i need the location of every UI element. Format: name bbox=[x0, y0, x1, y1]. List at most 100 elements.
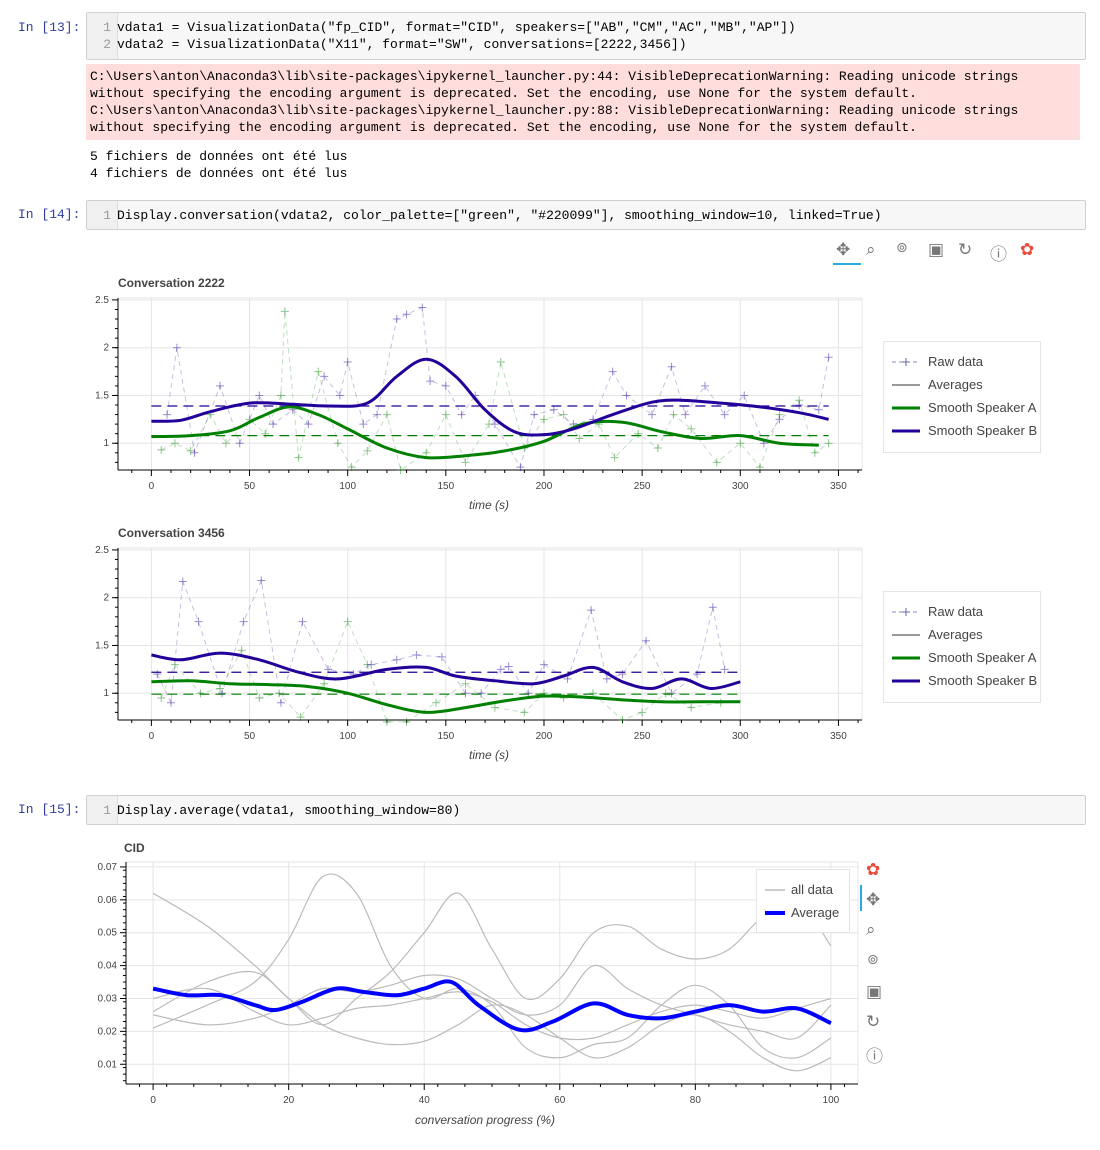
conversation-3456-chart[interactable]: 0 50 100 150 200 250 300 350 1 1.5 2 2.5 bbox=[86, 540, 876, 770]
raw-data-point bbox=[432, 698, 441, 707]
x-tick-label: 100 bbox=[339, 481, 356, 492]
pan-icon[interactable]: ✥ bbox=[866, 890, 881, 910]
save-icon[interactable]: ▣ bbox=[866, 982, 883, 1002]
raw-data-point bbox=[261, 429, 270, 438]
raw-data-point bbox=[363, 446, 372, 455]
raw-data-point bbox=[461, 689, 470, 698]
raw-data-point bbox=[196, 689, 205, 698]
code-cell-13[interactable]: 1 vdata1 = VisualizationData("fp_CID", fo… bbox=[86, 12, 1086, 60]
conversation-2222-chart[interactable]: 0 50 100 150 200 250 300 350 1 1.5 2 2.5 bbox=[86, 290, 876, 520]
x-tick-label: 250 bbox=[634, 731, 651, 742]
raw-data-point bbox=[255, 391, 264, 400]
raw-data-point bbox=[294, 453, 303, 462]
x-tick-label: 20 bbox=[283, 1095, 295, 1106]
cid-average-chart[interactable]: 0 20 40 60 80 100 0.01 0.02 0.03 0.04 0.05 0.06 0.07 bbox=[70, 850, 870, 1110]
x-tick-label: 200 bbox=[536, 481, 553, 492]
raw-data-point bbox=[314, 367, 323, 376]
raw-data-point bbox=[477, 689, 486, 698]
wheel-zoom-icon[interactable]: ⊚ bbox=[867, 952, 879, 968]
raw-data-point bbox=[575, 434, 584, 443]
raw-data-point bbox=[653, 444, 662, 453]
line-number: 1 bbox=[103, 208, 111, 223]
raw-data-point bbox=[418, 303, 427, 312]
raw-data-point bbox=[693, 670, 702, 679]
raw-data-point bbox=[296, 713, 305, 722]
x-axis-label: conversation progress (%) bbox=[415, 1113, 556, 1127]
raw-data-point bbox=[504, 662, 513, 671]
code-cell-14[interactable]: 1 Display.conversation(vdata2, color_pale… bbox=[86, 200, 1086, 230]
raw-data-point bbox=[457, 410, 466, 419]
raw-data-point bbox=[347, 463, 356, 472]
raw-data-point bbox=[437, 652, 446, 661]
raw-data-point bbox=[681, 410, 690, 419]
x-tick-label: 40 bbox=[419, 1095, 431, 1106]
reset-icon[interactable]: ↻ bbox=[866, 1012, 881, 1032]
raw-data-point bbox=[170, 439, 179, 448]
wheel-zoom-icon[interactable]: ⊚ bbox=[896, 240, 908, 256]
y-tick-label: 2 bbox=[103, 343, 109, 354]
raw-data-point bbox=[392, 315, 401, 324]
raw-data-point bbox=[559, 410, 568, 419]
raw-data-point bbox=[587, 606, 596, 615]
raw-data-point bbox=[530, 410, 539, 419]
raw-data-point bbox=[496, 358, 505, 367]
x-tick-label: 200 bbox=[536, 731, 553, 742]
plot-area bbox=[117, 547, 863, 721]
code-cell-15[interactable]: 1 Display.average(vdata1, smoothing_windo… bbox=[86, 795, 1086, 825]
code-line: Display.average(vdata1, smoothing_window… bbox=[117, 803, 461, 818]
raw-data-point bbox=[740, 391, 749, 400]
chart-legend: Raw data Averages Smooth Speaker A Smoot… bbox=[883, 591, 1041, 703]
raw-data-point bbox=[163, 410, 172, 419]
chart-title: Conversation 3456 bbox=[118, 526, 225, 540]
raw-data-point bbox=[276, 698, 285, 707]
stderr-output: C:\Users\anton\Anaconda3\lib\site-packag… bbox=[86, 64, 1080, 140]
line-number-gutter bbox=[87, 796, 118, 824]
raw-data-point bbox=[736, 439, 745, 448]
y-tick-label: 1 bbox=[103, 438, 109, 449]
x-axis-label: time (s) bbox=[469, 748, 509, 762]
chart-title: CID bbox=[124, 841, 145, 855]
raw-data-point bbox=[667, 362, 676, 371]
raw-data-point bbox=[237, 646, 246, 655]
raw-data-point bbox=[795, 396, 804, 405]
x-tick-label: 250 bbox=[634, 481, 651, 492]
raw-data-point bbox=[638, 708, 647, 717]
raw-data-point bbox=[720, 410, 729, 419]
bokeh-logo-icon[interactable]: ✿ bbox=[866, 860, 881, 880]
x-axis-label: time (s) bbox=[469, 498, 509, 512]
raw-data-point bbox=[687, 703, 696, 712]
help-icon[interactable]: ⓘ bbox=[990, 245, 1007, 265]
raw-data-point bbox=[343, 617, 352, 626]
stdout-output: 5 fichiers de données ont été lus 4 fich… bbox=[90, 149, 348, 181]
cell-prompt-13: In [13]: bbox=[18, 20, 81, 35]
raw-data-point bbox=[661, 689, 670, 698]
box-zoom-icon[interactable]: ⌕ bbox=[866, 920, 876, 940]
raw-data-point bbox=[775, 415, 784, 424]
raw-data-point bbox=[274, 689, 283, 698]
line-number: 1 bbox=[103, 803, 111, 818]
active-tool-indicator bbox=[833, 263, 861, 265]
box-zoom-icon[interactable]: ⌕ bbox=[866, 240, 876, 260]
raw-data-point bbox=[280, 307, 289, 316]
save-icon[interactable]: ▣ bbox=[928, 240, 945, 260]
raw-data-line bbox=[160, 311, 829, 471]
y-tick-label: 0.01 bbox=[98, 1059, 118, 1070]
pan-icon[interactable]: ✥ bbox=[836, 240, 851, 260]
x-tick-label: 350 bbox=[830, 481, 847, 492]
bokeh-logo-icon[interactable]: ✿ bbox=[1020, 240, 1035, 260]
raw-data-point bbox=[178, 577, 187, 586]
raw-data-point bbox=[496, 665, 505, 674]
raw-data-point bbox=[382, 410, 391, 419]
all-data-line bbox=[152, 970, 832, 1072]
raw-data-point bbox=[708, 603, 717, 612]
help-icon[interactable]: ⓘ bbox=[866, 1047, 883, 1067]
x-tick-label: 150 bbox=[437, 731, 454, 742]
reset-icon[interactable]: ↻ bbox=[958, 240, 973, 260]
x-tick-label: 150 bbox=[437, 481, 454, 492]
x-tick-label: 350 bbox=[830, 731, 847, 742]
raw-data-point bbox=[396, 466, 405, 474]
y-tick-label: 1.5 bbox=[95, 390, 109, 401]
raw-data-point bbox=[320, 372, 329, 381]
raw-data-point bbox=[167, 698, 176, 707]
raw-data-point bbox=[622, 391, 631, 400]
